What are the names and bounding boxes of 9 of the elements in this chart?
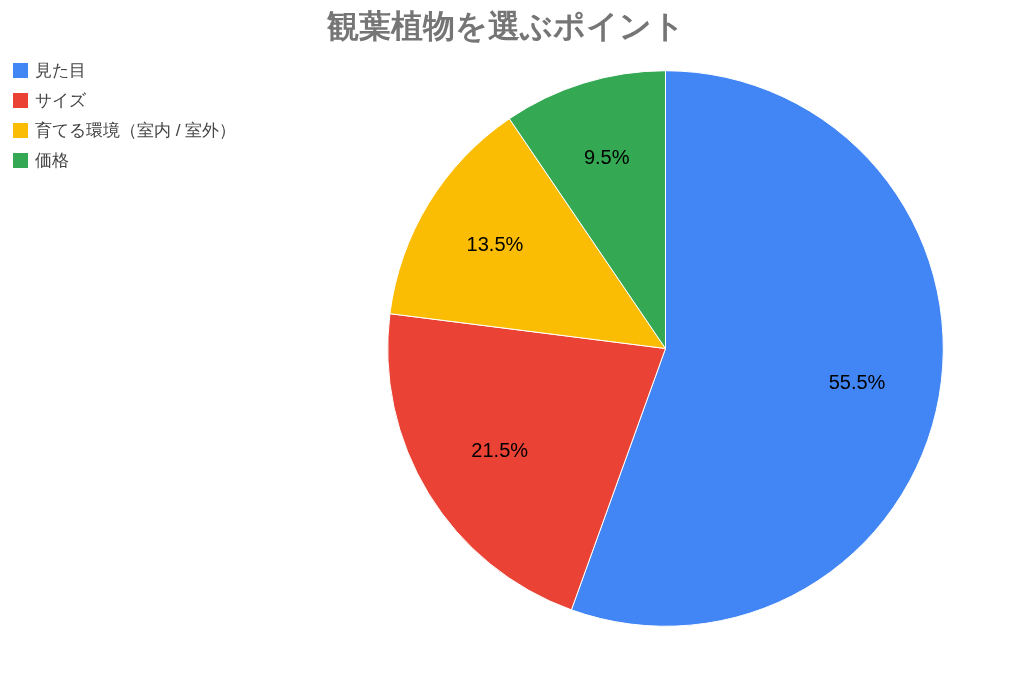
data-label: 13.5%	[466, 233, 524, 255]
data-label: 21.5%	[471, 439, 529, 462]
legend-label: 見た目	[35, 59, 86, 82]
data-label: 9.5%	[583, 146, 630, 169]
legend-label: 価格	[35, 149, 69, 172]
chart-title: 観葉植物を選ぶポイント	[325, 7, 685, 44]
legend-label: サイズ	[35, 89, 86, 112]
legend-label: 育てる環境（室内 / 室外）	[35, 119, 237, 142]
data-label: 55.5%	[828, 370, 886, 393]
